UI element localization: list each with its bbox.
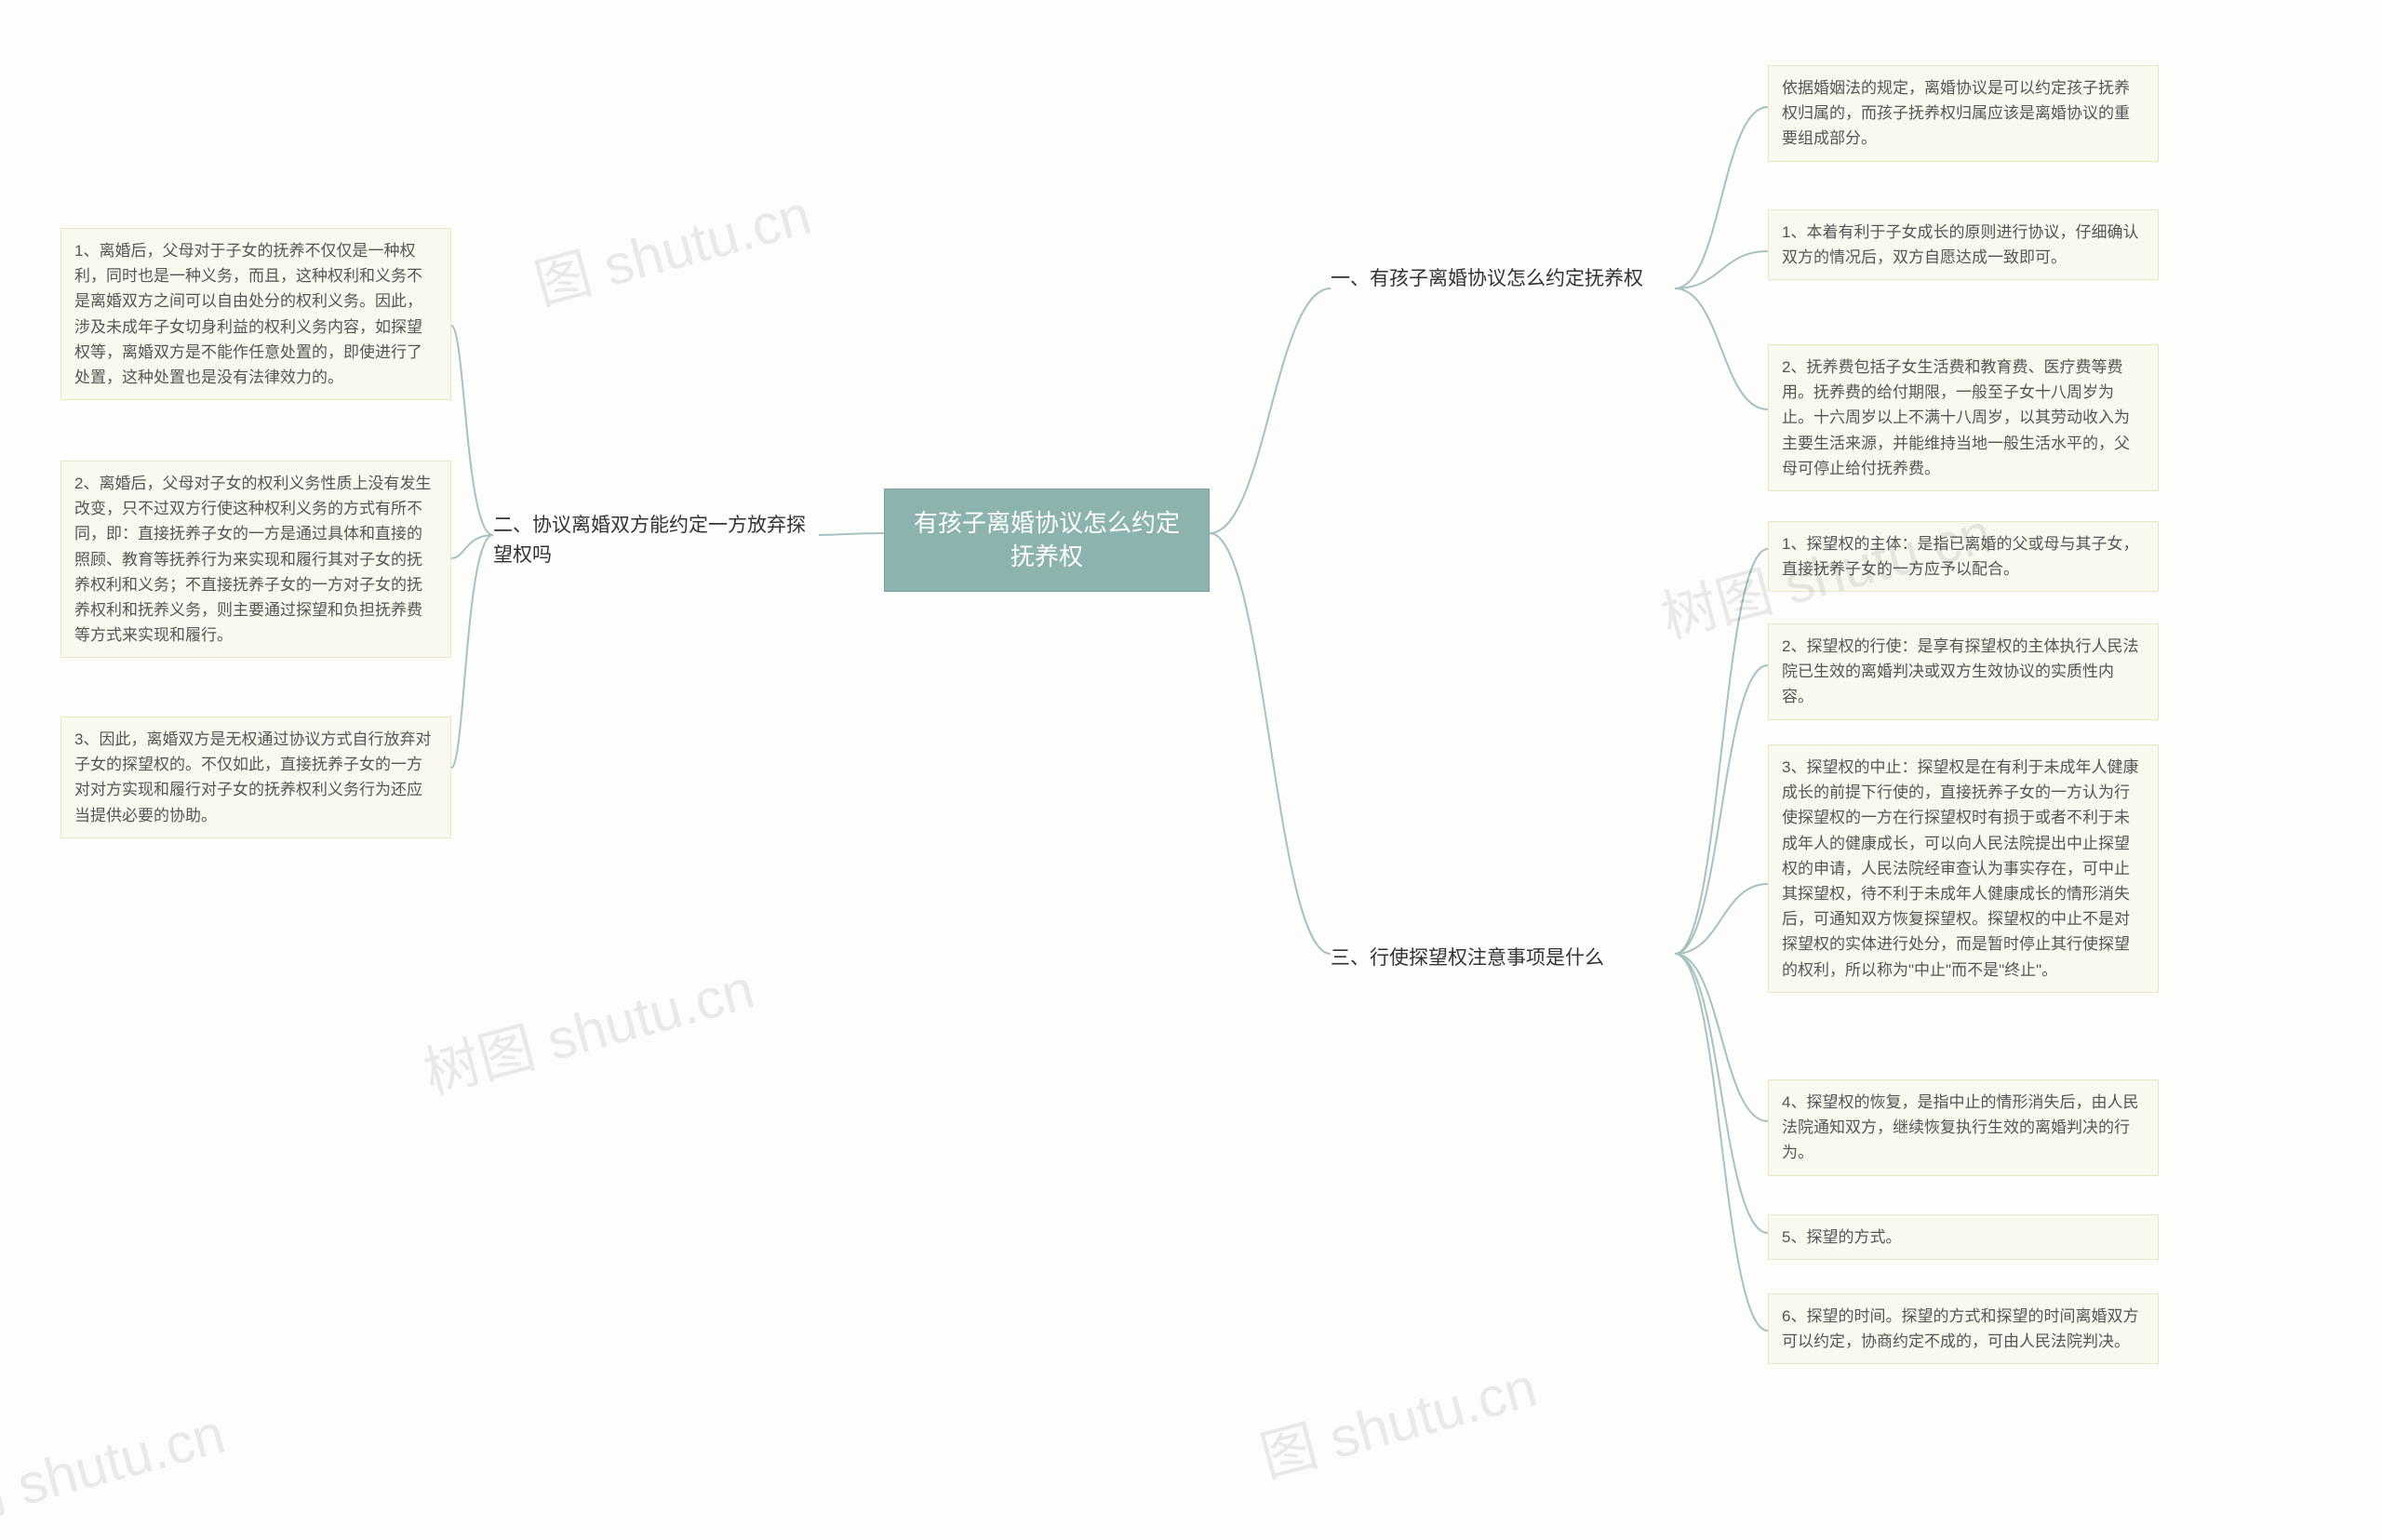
branch-3-text: 三、行使探望权注意事项是什么 [1331, 947, 1604, 969]
leaf-b2-3-text: 3、因此，离婚双方是无权通过协议方式自行放弃对子女的探望权的。不仅如此，直接抚养… [74, 730, 431, 824]
leaf-b3-6[interactable]: 6、探望的时间。探望的方式和探望的时间离婚双方可以约定，协商约定不成的，可由人民… [1768, 1293, 2159, 1364]
leaf-b3-3-text: 3、探望权的中止：探望权是在有利于未成年人健康成长的前提下行使的，直接抚养子女的… [1782, 758, 2138, 979]
watermark-5: 划 shutu.cn [0, 1388, 233, 1540]
leaf-b2-2[interactable]: 2、离婚后，父母对子女的权利义务性质上没有发生改变，只不过双方行使这种权利义务的… [60, 461, 451, 658]
leaf-b3-4-text: 4、探望权的恢复，是指中止的情形消失后，由人民法院通知双方，继续恢复执行生效的离… [1782, 1093, 2138, 1161]
leaf-b1-1[interactable]: 依据婚姻法的规定，离婚协议是可以约定孩子抚养权归属的，而孩子抚养权归属应该是离婚… [1768, 65, 2159, 162]
leaf-b1-3[interactable]: 2、抚养费包括子女生活费和教育费、医疗费等费用。抚养费的给付期限，一般至子女十八… [1768, 344, 2159, 491]
leaf-b3-6-text: 6、探望的时间。探望的方式和探望的时间离婚双方可以约定，协商约定不成的，可由人民… [1782, 1307, 2138, 1350]
center-node-text: 有孩子离婚协议怎么约定抚养权 [914, 509, 1180, 570]
center-node[interactable]: 有孩子离婚协议怎么约定抚养权 [884, 489, 1210, 592]
leaf-b1-1-text: 依据婚姻法的规定，离婚协议是可以约定孩子抚养权归属的，而孩子抚养权归属应该是离婚… [1782, 79, 2130, 147]
leaf-b1-2[interactable]: 1、本着有利于子女成长的原则进行协议，仔细确认双方的情况后，双方自愿达成一致即可… [1768, 209, 2159, 280]
watermark-1-text: 图 shutu.cn [529, 183, 817, 316]
leaf-b3-4[interactable]: 4、探望权的恢复，是指中止的情形消失后，由人民法院通知双方，继续恢复执行生效的离… [1768, 1079, 2159, 1176]
branch-2-text: 二、协议离婚双方能约定一方放弃探望权吗 [493, 515, 806, 566]
watermark-5-text: 划 shutu.cn [0, 1402, 231, 1535]
leaf-b2-3[interactable]: 3、因此，离婚双方是无权通过协议方式自行放弃对子女的探望权的。不仅如此，直接抚养… [60, 716, 451, 838]
leaf-b2-1-text: 1、离婚后，父母对于子女的抚养不仅仅是一种权利，同时也是一种义务，而且，这种权利… [74, 242, 422, 386]
watermark-4-text: 图 shutu.cn [1254, 1356, 1543, 1489]
watermark-1: 图 shutu.cn [525, 169, 819, 321]
leaf-b3-5[interactable]: 5、探望的方式。 [1768, 1214, 2159, 1260]
branch-1[interactable]: 一、有孩子离婚协议怎么约定抚养权 [1331, 261, 1675, 298]
leaf-b3-2[interactable]: 2、探望权的行使：是享有探望权的主体执行人民法院已生效的离婚判决或双方生效协议的… [1768, 623, 2159, 720]
watermark-3: 树图 shutu.cn [414, 944, 762, 1109]
leaf-b2-1[interactable]: 1、离婚后，父母对于子女的抚养不仅仅是一种权利，同时也是一种义务，而且，这种权利… [60, 228, 451, 400]
leaf-b2-2-text: 2、离婚后，父母对子女的权利义务性质上没有发生改变，只不过双方行使这种权利义务的… [74, 475, 431, 644]
leaf-b3-2-text: 2、探望权的行使：是享有探望权的主体执行人民法院已生效的离婚判决或双方生效协议的… [1782, 637, 2138, 705]
branch-2[interactable]: 二、协议离婚双方能约定一方放弃探望权吗 [493, 507, 819, 573]
watermark-4: 图 shutu.cn [1251, 1342, 1545, 1493]
leaf-b3-5-text: 5、探望的方式。 [1782, 1228, 1901, 1246]
branch-1-text: 一、有孩子离婚协议怎么约定抚养权 [1331, 268, 1643, 289]
branch-3[interactable]: 三、行使探望权注意事项是什么 [1331, 940, 1675, 977]
watermark-3-text: 树图 shutu.cn [418, 957, 760, 1105]
leaf-b3-1-text: 1、探望权的主体：是指已离婚的父或母与其子女，直接抚养子女的一方应予以配合。 [1782, 535, 2138, 578]
leaf-b1-3-text: 2、抚养费包括子女生活费和教育费、医疗费等费用。抚养费的给付期限，一般至子女十八… [1782, 358, 2130, 477]
leaf-b3-3[interactable]: 3、探望权的中止：探望权是在有利于未成年人健康成长的前提下行使的，直接抚养子女的… [1768, 744, 2159, 993]
leaf-b1-2-text: 1、本着有利于子女成长的原则进行协议，仔细确认双方的情况后，双方自愿达成一致即可… [1782, 223, 2138, 266]
leaf-b3-1[interactable]: 1、探望权的主体：是指已离婚的父或母与其子女，直接抚养子女的一方应予以配合。 [1768, 521, 2159, 592]
